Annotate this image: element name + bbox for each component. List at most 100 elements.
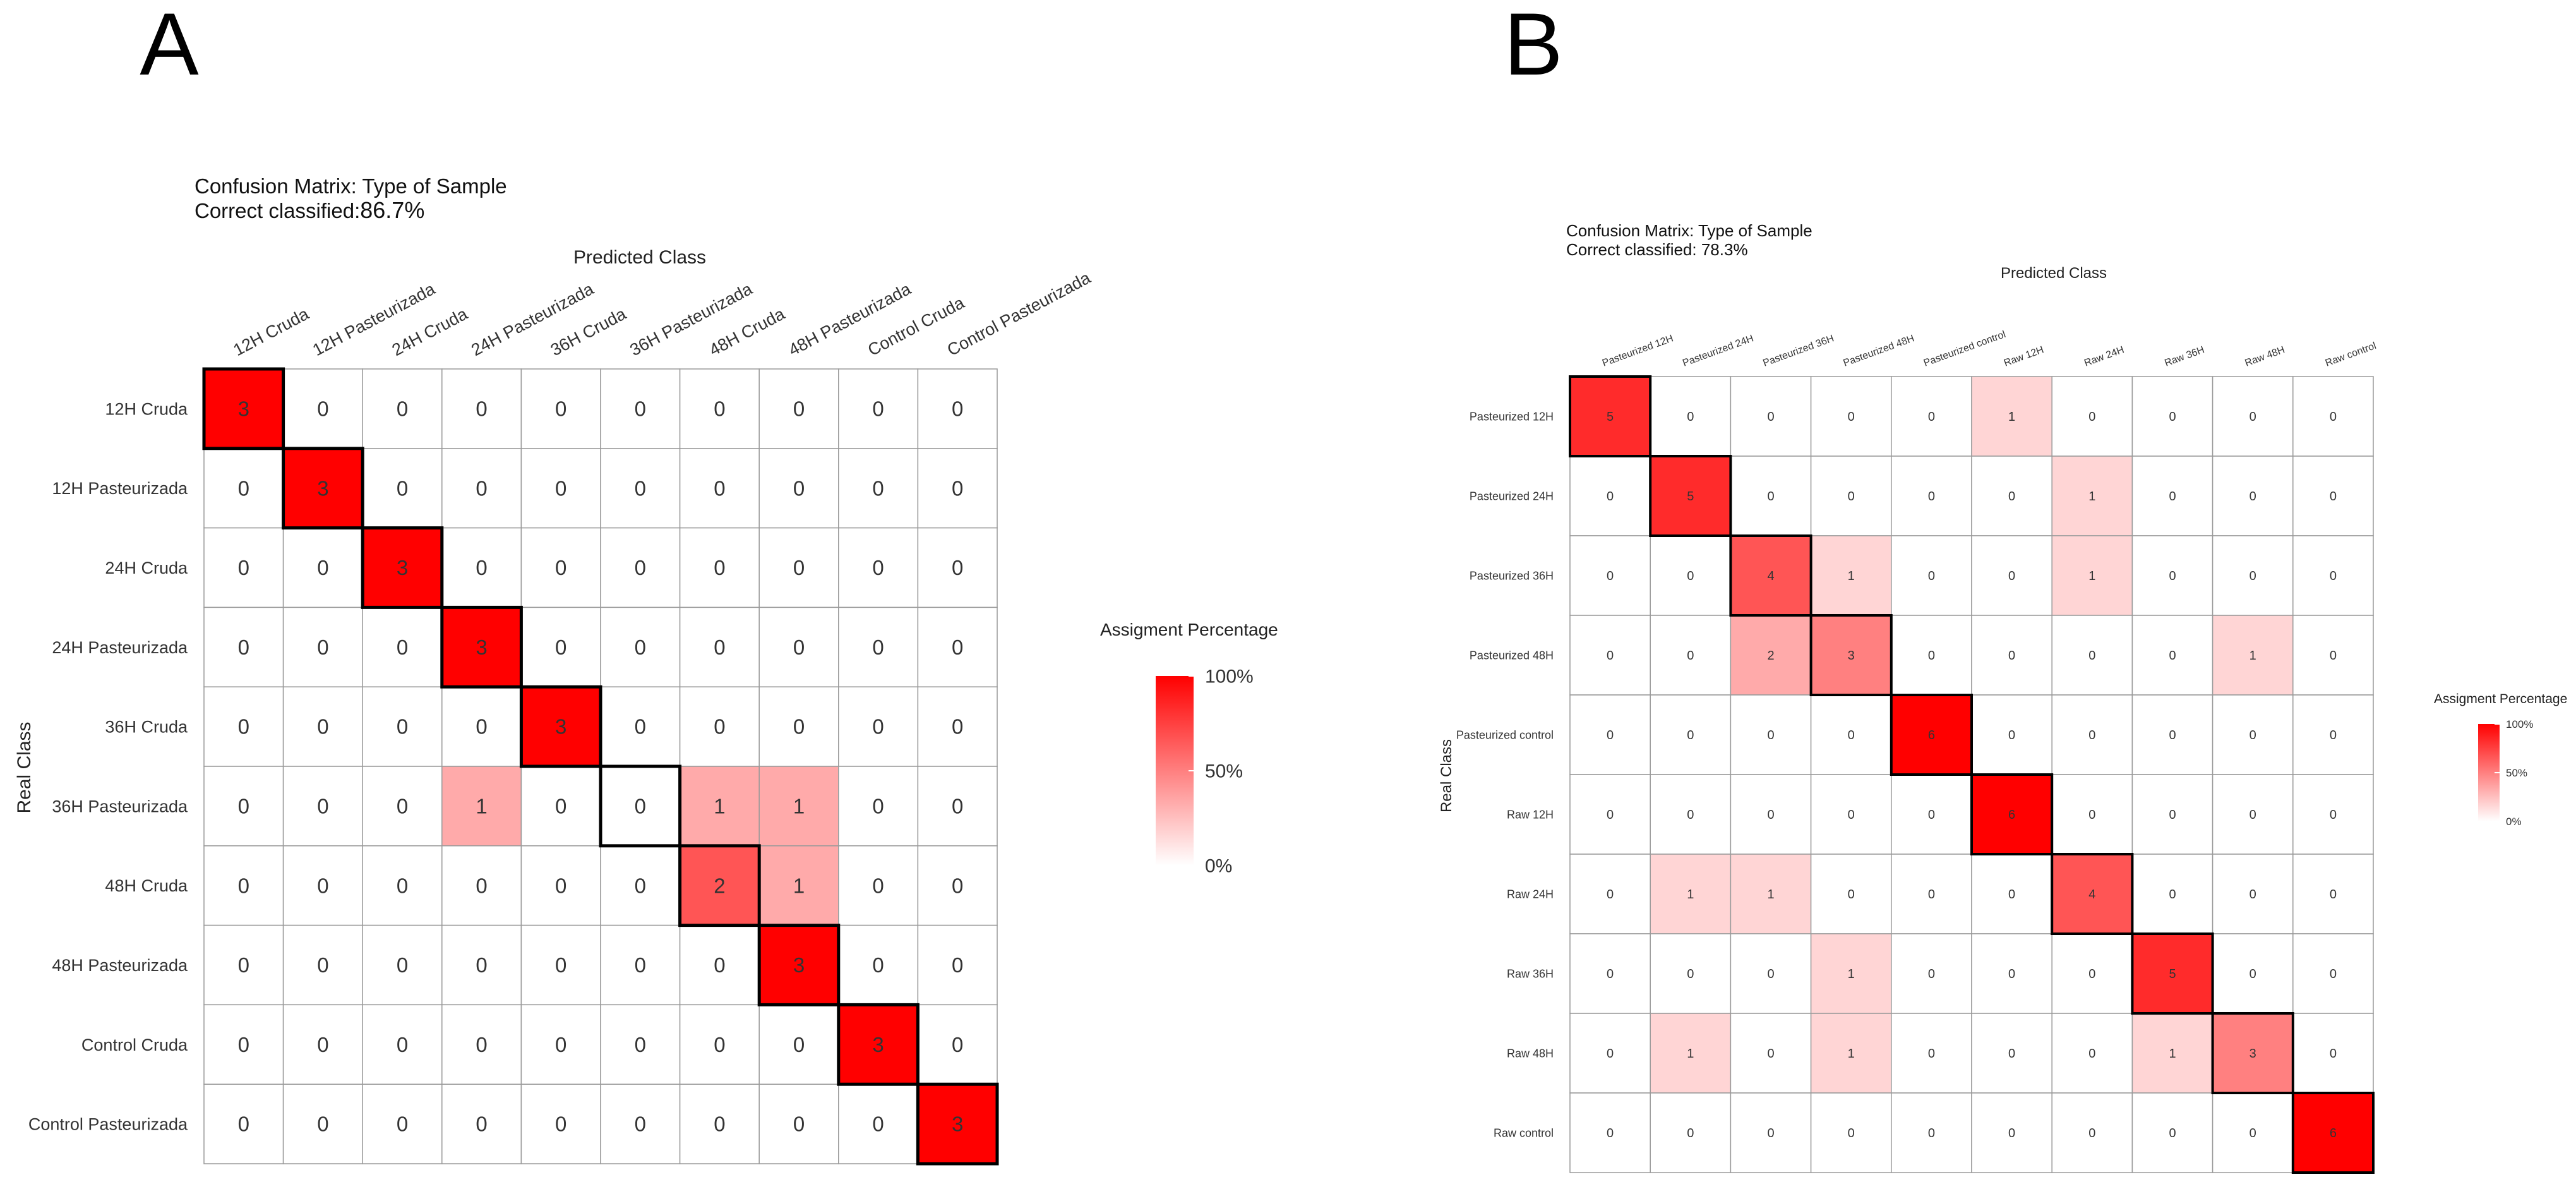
heatmap-cell	[758, 527, 839, 608]
cell-count-label: 0	[635, 715, 646, 739]
heatmap-cell	[362, 1083, 443, 1164]
cell-count-label: 0	[872, 874, 884, 897]
cell-count-label: 0	[1607, 888, 1614, 902]
y-tick-labels: 12H Cruda 12H Pasteurizada 24H Cruda 24H Pa…	[28, 399, 188, 1133]
cell-count-label: 0	[2088, 967, 2095, 981]
cell-count-label: 0	[2008, 1126, 2015, 1140]
heatmap-cell	[758, 1004, 839, 1085]
cell-count-label: 0	[635, 636, 646, 659]
heatmap-cell	[917, 845, 998, 926]
heatmap-cell	[362, 924, 443, 1006]
cell-count-label: 0	[714, 1033, 725, 1056]
heatmap-cell	[1891, 1092, 1972, 1173]
diagonal-cell-border	[440, 605, 523, 689]
y-axis-title: Real Class	[14, 721, 35, 813]
cell-count-label: 0	[1767, 1126, 1774, 1140]
cell-count-label: 0	[397, 794, 408, 818]
cell-count-label: 0	[397, 636, 408, 659]
cell-count-label: 0	[635, 1033, 646, 1056]
cell-count-label: 0	[1848, 888, 1855, 902]
heatmap-cell	[1650, 774, 1732, 855]
heatmap-cell	[282, 924, 363, 1006]
cell-count-label: 0	[317, 1113, 328, 1136]
heatmap-cell	[2051, 376, 2133, 457]
cell-count-label: 0	[317, 1033, 328, 1056]
cell-count-label: 0	[635, 794, 646, 818]
cell-count-label: 0	[238, 794, 249, 818]
x-tick-label: Raw control	[2324, 341, 2378, 369]
subtitle-accuracy-value: 86.7%	[360, 197, 424, 223]
cell-count-label: 0	[2330, 569, 2337, 583]
cell-count-label: 0	[1687, 649, 1694, 663]
heatmap-cell	[1650, 615, 1732, 696]
heatmap-cell	[1891, 694, 1972, 775]
diagonal-cell-border	[599, 764, 682, 848]
heatmap-cell	[2051, 1092, 2133, 1173]
cell-count-label: 0	[1607, 1126, 1614, 1140]
legend-tick-label: 0%	[1205, 856, 1232, 877]
heatmap-cell	[758, 1083, 839, 1164]
cell-count-label: 0	[793, 556, 805, 579]
legend-colorbar	[1156, 676, 1194, 866]
heatmap-cell	[520, 527, 601, 608]
cell-count-label: 0	[872, 1113, 884, 1136]
heatmap-cell	[1891, 376, 1972, 457]
subtitle-accuracy-value: 78.3%	[1701, 240, 1748, 259]
cell-count-label: 0	[635, 1113, 646, 1136]
diagonal-cell-border	[2131, 932, 2214, 1015]
cell-count-label: 0	[2250, 1126, 2256, 1140]
cell-count-label: 0	[952, 556, 963, 579]
heatmap-cell	[1569, 1013, 1651, 1094]
cell-count-label: 0	[238, 874, 249, 897]
diagonal-cell-border	[2291, 1092, 2375, 1174]
cell-count-label: 0	[2088, 1126, 2095, 1140]
heatmap-cell	[838, 607, 919, 687]
heatmap-cell	[1891, 854, 1972, 934]
heatmap-cell	[600, 924, 681, 1006]
cell-count-label: 0	[2250, 808, 2256, 822]
legend-tick-label: 50%	[2506, 767, 2527, 779]
cell-count-label: 0	[1928, 808, 1935, 822]
cell-count-label: 6	[1928, 728, 1935, 742]
cell-count-label: 1	[793, 794, 805, 818]
heatmap-cell	[679, 924, 760, 1006]
cell-count-label: 0	[793, 397, 805, 420]
cell-count-label: 0	[1767, 728, 1774, 742]
cell-count-label: 0	[1687, 808, 1694, 822]
heatmap-cell	[1730, 376, 1812, 457]
heatmap-cell	[1891, 774, 1972, 855]
cell-count-label: 0	[2088, 410, 2095, 424]
cell-count-label: 5	[1687, 490, 1694, 504]
heatmap-cell	[2131, 376, 2214, 457]
heatmap-cell	[917, 527, 998, 608]
cell-count-label: 0	[238, 556, 249, 579]
cell-count-label: 0	[793, 1113, 805, 1136]
legend-tick-label: 50%	[1205, 761, 1243, 782]
heatmap-cell	[520, 368, 601, 449]
cell-count-label: 1	[2088, 569, 2095, 583]
heatmap-cell	[1810, 456, 1892, 536]
subtitle-prefix: Correct classified:	[195, 199, 360, 222]
heatmap-cell	[1730, 1013, 1812, 1094]
heatmap-cell	[917, 368, 998, 449]
cell-count-label: 1	[1687, 1047, 1694, 1061]
diagonal-highlights	[202, 367, 999, 1166]
heatmap-cell	[1971, 854, 2052, 934]
heatmap-cell	[2131, 694, 2214, 775]
cell-count-label: 0	[476, 1033, 487, 1056]
heatmap-cell	[2051, 933, 2133, 1014]
cell-count-label: 0	[793, 715, 805, 739]
cell-count-label: 0	[476, 953, 487, 977]
heatmap-cell	[1650, 376, 1732, 457]
cell-count-label: 3	[397, 556, 408, 579]
cell-count-label: 0	[952, 715, 963, 739]
cell-count-label: 0	[2008, 1047, 2015, 1061]
heatmap-cell	[1730, 615, 1812, 696]
heatmap-cell	[1569, 933, 1651, 1014]
cell-count-label: 0	[2169, 569, 2176, 583]
heatmap-cell	[758, 607, 839, 687]
cell-count-label: 3	[793, 953, 805, 977]
cell-count-label: 2	[714, 874, 725, 897]
x-tick-label: Raw 36H	[2163, 344, 2206, 368]
x-tick-label: Pasteurized control	[1922, 329, 2008, 369]
